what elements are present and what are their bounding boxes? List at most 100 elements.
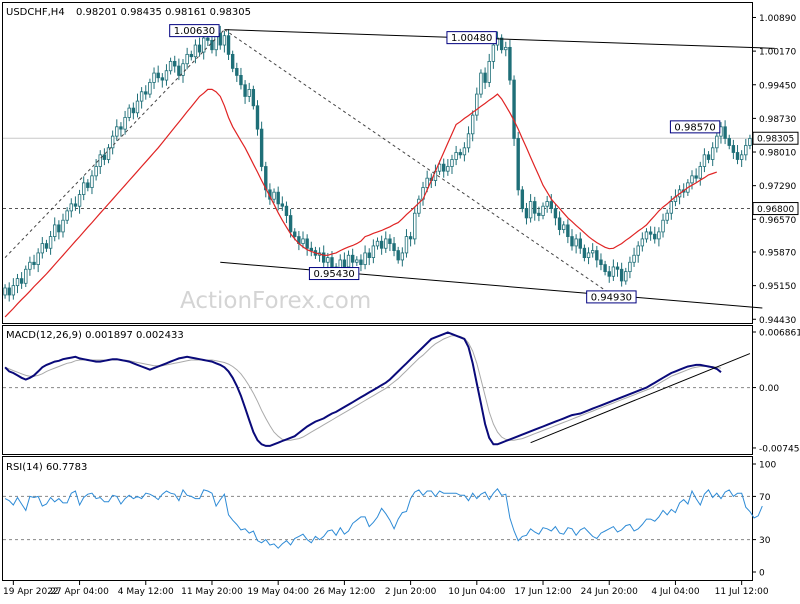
candle-body: [326, 257, 330, 263]
candle-body: [425, 177, 429, 188]
candle-body: [131, 107, 136, 114]
candle-body: [57, 224, 61, 233]
current-price-label-box: [752, 131, 799, 145]
peak-price-label: 1.00630: [174, 26, 215, 37]
time-axis-label: 2 Jun 20:00: [385, 587, 437, 597]
candle-body: [28, 261, 32, 270]
candle-body: [243, 84, 247, 97]
candle-body: [350, 254, 355, 263]
candle-body: [586, 252, 591, 258]
candle-body: [148, 82, 152, 95]
time-axis-label: 11 Jul 12:00: [715, 587, 769, 597]
candle-body: [239, 75, 243, 86]
candle-body: [491, 44, 496, 62]
rsi-axis-label: 70: [759, 493, 771, 503]
candle-body: [197, 44, 202, 53]
candle-body: [346, 254, 351, 268]
candle-body: [135, 100, 140, 114]
candle-body: [144, 91, 148, 95]
candle-body: [533, 201, 537, 214]
candle-body: [442, 163, 446, 172]
candle-body: [160, 77, 165, 81]
macd-axis-label: -0.007454: [759, 444, 800, 454]
rsi-axis-label: 0: [759, 569, 765, 579]
time-axis-label: 11 May 20:00: [181, 587, 243, 597]
candle-body: [98, 154, 102, 167]
peak-price-label-box: [169, 24, 220, 38]
candle-body: [669, 201, 674, 214]
time-axis-label: 10 Jun 04:00: [448, 587, 505, 597]
candle-body: [388, 238, 392, 244]
candle-body: [595, 250, 599, 261]
candle-body: [106, 147, 111, 160]
candle-body: [657, 231, 661, 240]
candle-body: [706, 154, 711, 160]
candle-body: [624, 271, 628, 282]
candle-body: [3, 287, 7, 296]
candle-body: [665, 212, 669, 221]
candle-body: [379, 240, 384, 249]
candle-body: [81, 182, 86, 195]
trough-price-label: 0.95430: [313, 269, 354, 280]
trough-price-label-box: [308, 267, 360, 281]
candle-body: [516, 138, 520, 191]
trough-price-label: 0.94930: [591, 292, 632, 303]
current-price-label: 0.98305: [757, 135, 794, 145]
candle-body: [272, 191, 276, 200]
candle-body: [201, 37, 206, 53]
candle-body: [94, 166, 98, 177]
time-axis-label: 27 Apr 04:00: [50, 587, 109, 597]
candle-body: [152, 72, 156, 83]
candle-body: [487, 60, 491, 83]
candle-body: [65, 210, 69, 221]
candle-body: [19, 278, 24, 284]
time-axis-label: 19 Apr 2022: [3, 587, 59, 597]
candle-body: [499, 37, 504, 51]
candle-body: [528, 201, 533, 219]
candle-body: [280, 203, 285, 207]
candle-body: [537, 212, 541, 216]
candle-body: [305, 238, 309, 249]
candle-body: [508, 46, 512, 81]
ohlc-label: 0.98201 0.98435 0.98161 0.98305: [76, 7, 251, 18]
candle-body: [193, 44, 198, 58]
candle-body: [470, 114, 475, 135]
price-axis-label: 0.95870: [759, 248, 796, 258]
candle-body: [690, 175, 694, 184]
candle-body: [355, 259, 359, 263]
candle-body: [731, 145, 736, 153]
candle-body: [723, 126, 727, 139]
candle-body: [748, 138, 752, 146]
candle-body: [139, 91, 144, 102]
candle-body: [582, 247, 587, 258]
candle-body: [255, 105, 260, 130]
time-axis-label: 4 May 12:00: [118, 587, 174, 597]
candle-body: [119, 126, 123, 130]
price-axis-label: 0.95150: [759, 282, 796, 292]
candle-body: [164, 70, 169, 81]
candle-body: [110, 135, 115, 149]
candle-body: [359, 259, 363, 266]
candle-body: [462, 147, 467, 156]
candle-body: [557, 217, 562, 230]
time-axis-label: 4 Jul 04:00: [651, 587, 700, 597]
candle-body: [648, 231, 653, 235]
candle-body: [739, 154, 744, 160]
price-axis-label: 0.98730: [759, 115, 796, 125]
candle-body: [32, 261, 36, 266]
candle-body: [483, 72, 487, 83]
candle-body: [363, 252, 367, 266]
candle-body: [276, 191, 280, 205]
candle-body: [640, 238, 645, 247]
candle-body: [24, 268, 28, 284]
candle-body: [235, 68, 239, 76]
candle-body: [11, 285, 16, 296]
candle-body: [437, 163, 442, 172]
peak-price-label: 0.98570: [674, 122, 715, 133]
rsi-axis-label: 30: [759, 536, 771, 546]
candle-body: [566, 224, 570, 237]
candle-body: [615, 266, 620, 270]
price-axis-label: 0.96570: [759, 216, 796, 226]
